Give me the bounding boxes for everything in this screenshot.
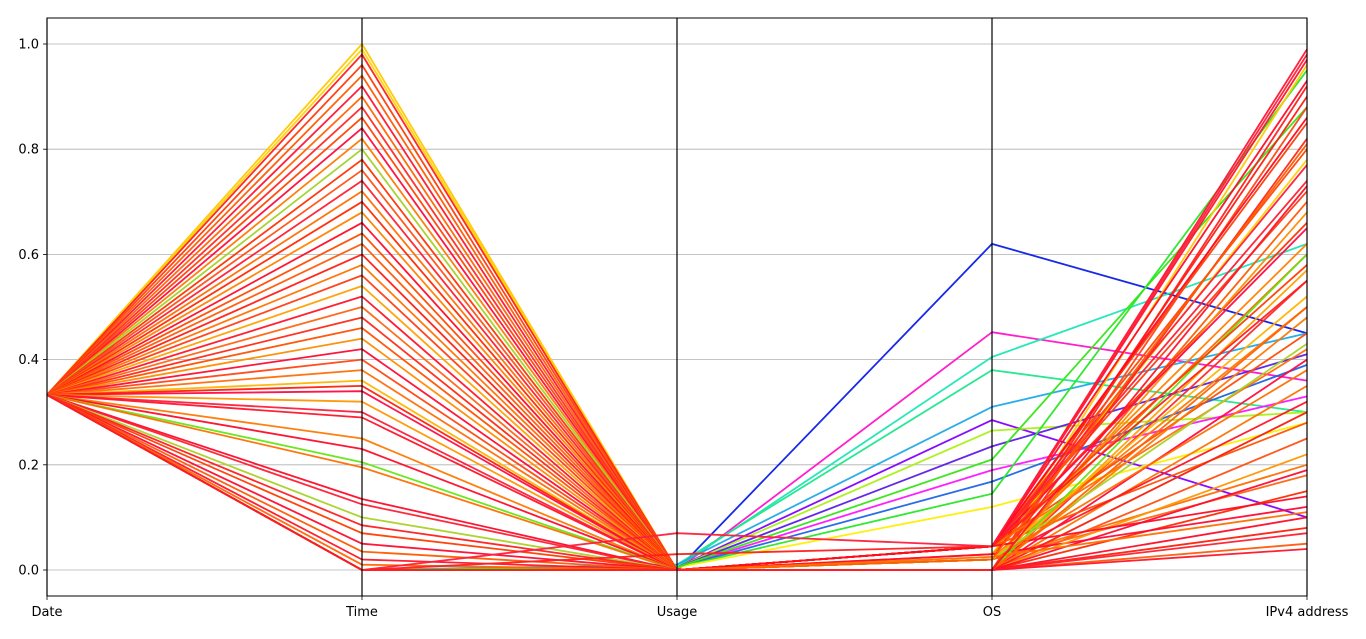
axis-label-3: OS <box>983 605 1001 620</box>
y-tick-label-3: 0.6 <box>18 248 39 263</box>
y-tick-label-4: 0.8 <box>18 143 39 158</box>
y-tick-label-5: 1.0 <box>18 38 39 53</box>
axis-labels: Date Time Usage OS IPv4 address <box>31 605 1348 620</box>
axis-label-0: Date <box>31 605 62 620</box>
axis-lines <box>46 18 1308 600</box>
y-tick-label-0: 0.0 <box>18 564 39 579</box>
axis-label-4: IPv4 address <box>1266 605 1349 620</box>
axis-label-2: Usage <box>657 605 698 620</box>
axis-label-1: Time <box>345 605 378 620</box>
y-tick-label-2: 0.4 <box>18 353 39 368</box>
y-tick-label-1: 0.2 <box>18 458 39 473</box>
plot-frame <box>46 17 1308 597</box>
y-tick-labels: 0.0 0.2 0.4 0.6 0.8 1.0 <box>18 38 47 579</box>
